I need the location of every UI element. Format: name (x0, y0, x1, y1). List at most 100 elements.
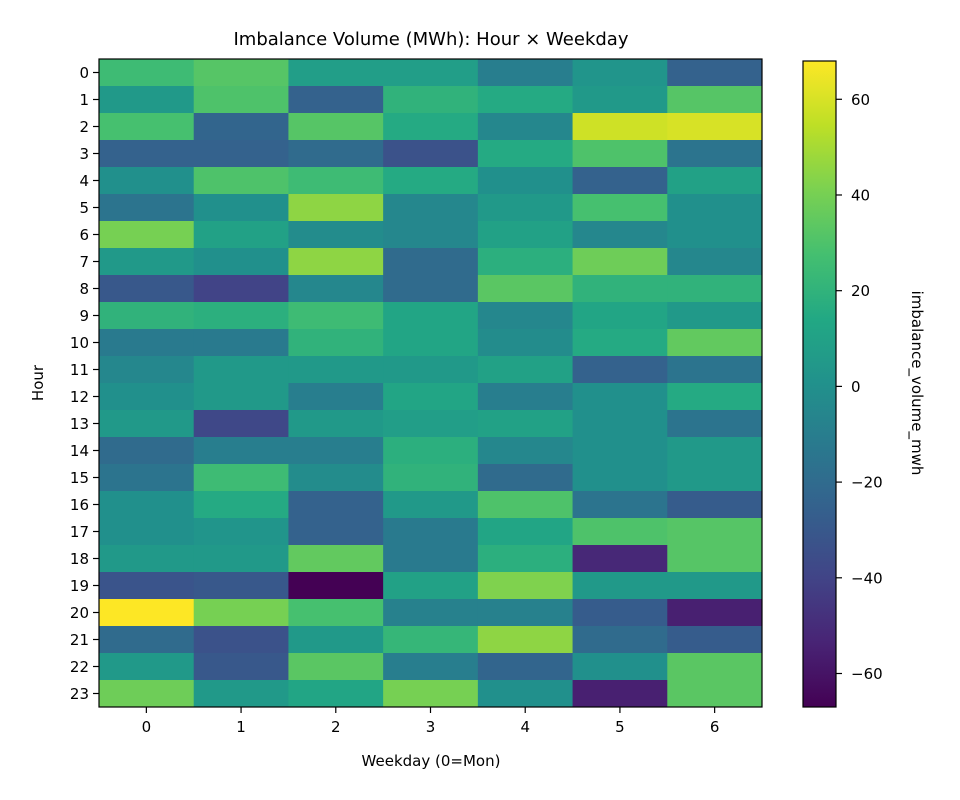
colorbar-tick-label: 20 (851, 282, 870, 300)
heatmap-cell (193, 572, 289, 600)
heatmap-cell (288, 248, 384, 276)
heatmap-cell (477, 221, 574, 249)
heatmap-cell (193, 329, 289, 357)
heatmap-cell (477, 518, 574, 546)
heatmap-cell (193, 464, 289, 492)
heatmap-cell (667, 410, 763, 438)
heatmap-cell (193, 410, 289, 438)
heatmap-cell (288, 194, 384, 222)
heatmap-cell (572, 302, 668, 330)
x-tick-label: 1 (236, 718, 246, 736)
heatmap-cell (288, 383, 384, 411)
heatmap-cell (99, 221, 195, 249)
heatmap-cell (99, 653, 195, 681)
heatmap-cell (99, 329, 195, 357)
heatmap-cell (383, 86, 479, 114)
heatmap-cell (667, 653, 763, 681)
y-tick-label: 2 (79, 118, 89, 136)
heatmap-cell (383, 572, 479, 600)
y-tick-label: 7 (79, 253, 89, 271)
heatmap-cell (477, 194, 574, 222)
y-tick-label: 21 (70, 631, 89, 649)
heatmap-cell (667, 113, 763, 141)
heatmap-cell (288, 275, 384, 303)
heatmap-cell (288, 653, 384, 681)
heatmap-cell (477, 302, 574, 330)
heatmap-cell (193, 59, 289, 87)
heatmap-cell (383, 194, 479, 222)
heatmap-cell (572, 356, 668, 384)
heatmap-cell (667, 302, 763, 330)
y-tick-label: 0 (79, 64, 89, 82)
y-tick-label: 5 (79, 199, 89, 217)
y-tick-label: 11 (70, 361, 89, 379)
heatmap-cell (667, 437, 763, 465)
heatmap-cell (477, 248, 574, 276)
heatmap-cell (383, 680, 479, 708)
heatmap-cell (383, 275, 479, 303)
heatmap-cell (572, 437, 668, 465)
heatmap-cell (193, 275, 289, 303)
heatmap-cell (288, 140, 384, 168)
heatmap-cell (477, 653, 574, 681)
heatmap-cell (288, 491, 384, 519)
heatmap-cell (477, 59, 574, 87)
heatmap-cell (667, 464, 763, 492)
heatmap-cell (383, 599, 479, 627)
heatmap-cell (288, 680, 384, 708)
heatmap-cell (572, 248, 668, 276)
heatmap-cell (99, 518, 195, 546)
heatmap-cell (572, 329, 668, 357)
heatmap-cell (99, 302, 195, 330)
heatmap-cell (477, 410, 574, 438)
colorbar-tick-label: −40 (851, 569, 883, 587)
heatmap-cell (288, 221, 384, 249)
heatmap-cell (383, 626, 479, 654)
heatmap-cell (477, 275, 574, 303)
heatmap-cell (288, 329, 384, 357)
y-tick-label: 22 (70, 658, 89, 676)
heatmap-cell (667, 86, 763, 114)
y-tick-label: 14 (70, 442, 89, 460)
heatmap-cell (383, 167, 479, 195)
heatmap-cell (383, 383, 479, 411)
heatmap-cell (193, 167, 289, 195)
heatmap-cell (477, 464, 574, 492)
heatmap-cell (288, 356, 384, 384)
x-axis-ticks: 0 1 2 3 4 5 6 (142, 707, 719, 736)
heatmap-cell (99, 356, 195, 384)
y-tick-label: 18 (70, 550, 89, 568)
colorbar-tick-label: 40 (851, 186, 870, 204)
heatmap-cell (193, 545, 289, 573)
y-tick-label: 19 (70, 577, 89, 595)
heatmap-cell (288, 167, 384, 195)
heatmap-cell (477, 383, 574, 411)
x-tick-label: 4 (520, 718, 530, 736)
x-tick-label: 3 (426, 718, 436, 736)
heatmap-cell (477, 545, 574, 573)
heatmap-cell (383, 221, 479, 249)
heatmap-cell (99, 572, 195, 600)
heatmap-cells (99, 59, 763, 708)
chart-title: Imbalance Volume (MWh): Hour × Weekday (234, 29, 629, 50)
heatmap-cell (572, 167, 668, 195)
heatmap-cell (667, 194, 763, 222)
heatmap-cell (667, 248, 763, 276)
heatmap-cell (288, 518, 384, 546)
heatmap-cell (193, 356, 289, 384)
heatmap-cell (383, 410, 479, 438)
heatmap-cell (572, 491, 668, 519)
heatmap-cell (667, 626, 763, 654)
heatmap-cell (667, 140, 763, 168)
heatmap-cell (193, 383, 289, 411)
heatmap-cell (288, 599, 384, 627)
heatmap-cell (667, 275, 763, 303)
heatmap-cell (667, 221, 763, 249)
heatmap-cell (667, 491, 763, 519)
heatmap-cell (477, 680, 574, 708)
heatmap-cell (383, 653, 479, 681)
heatmap-cell (193, 626, 289, 654)
heatmap-cell (193, 248, 289, 276)
heatmap-cell (99, 599, 195, 627)
heatmap-cell (572, 599, 668, 627)
